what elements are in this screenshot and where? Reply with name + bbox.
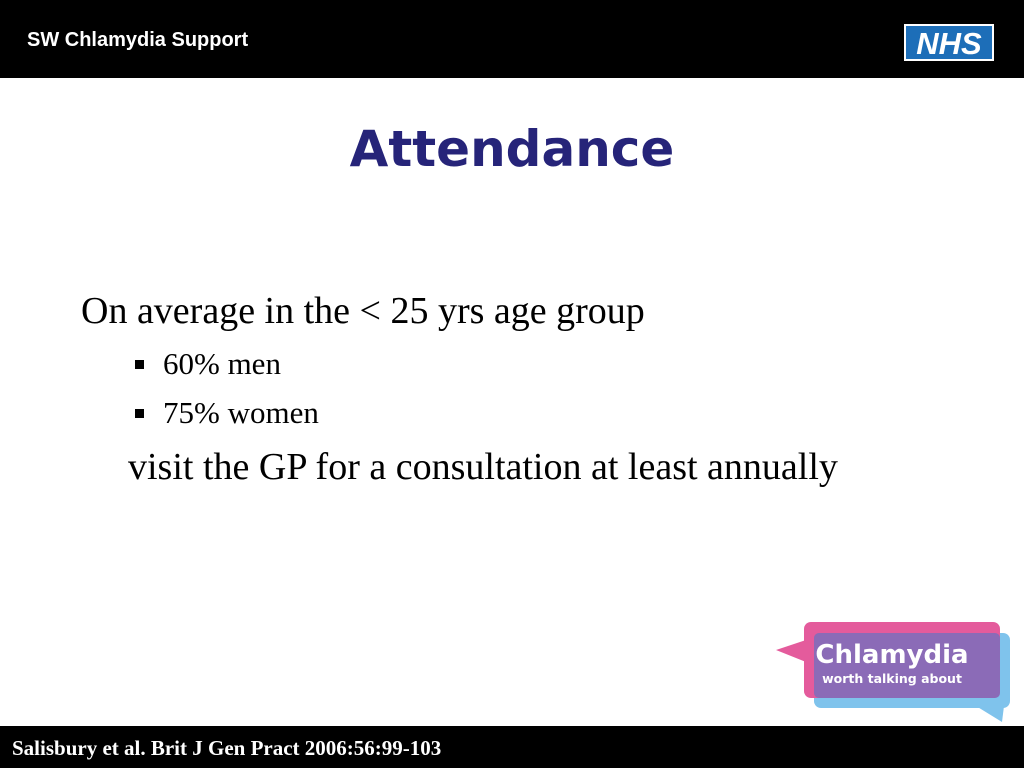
chlamydia-speech-bubble-logo: Chlamydia worth talking about (776, 622, 1012, 724)
badge-title: Chlamydia (815, 640, 969, 670)
outro-text: visit the GP for a consultation at least… (128, 446, 838, 488)
footer-bar: Salisbury et al. Brit J Gen Pract 2006:5… (0, 726, 1024, 768)
badge-subtitle: worth talking about (822, 671, 962, 686)
nhs-logo-fill (906, 26, 992, 59)
square-bullet-icon (135, 360, 144, 369)
speech-bubble-icon (776, 622, 1010, 722)
blue-bubble-tail (976, 706, 1004, 722)
nhs-logo-text: NHS (916, 26, 982, 61)
nhs-logo: NHS (904, 24, 994, 61)
purple-overlap (814, 633, 1000, 698)
square-bullet-icon (135, 409, 144, 418)
footer-citation: Salisbury et al. Brit J Gen Pract 2006:5… (12, 736, 442, 760)
slide-title: Attendance (349, 120, 675, 178)
pink-bubble-tail (776, 640, 806, 662)
header-title: SW Chlamydia Support (27, 29, 249, 51)
bullet-text: 60% men (163, 346, 281, 381)
bullet-text: 75% women (163, 395, 319, 430)
header-bar: SW Chlamydia Support NHS (0, 0, 1024, 78)
intro-text: On average in the < 25 yrs age group (81, 290, 645, 332)
